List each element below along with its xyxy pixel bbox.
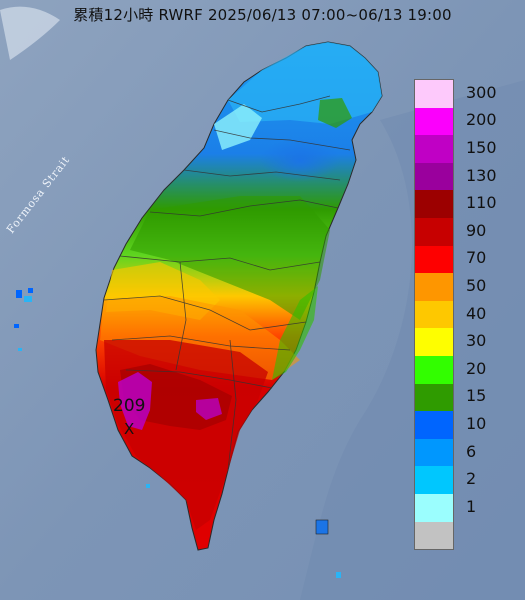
legend-swatch (415, 521, 453, 550)
legend-swatch (415, 355, 453, 384)
legend-label: 15 (466, 386, 487, 406)
legend-label: 130 (466, 165, 497, 185)
cloud-patches (0, 6, 60, 60)
legend-swatch (415, 273, 453, 301)
east-coast-green (272, 286, 318, 380)
northeast-heavy-patch (318, 98, 352, 128)
max-rainfall-x-mark: X (124, 420, 135, 438)
rainfall-legend (414, 79, 454, 551)
legend-swatch (415, 493, 453, 522)
magenta-core-east (196, 398, 222, 420)
legend-label: 300 (466, 82, 497, 102)
legend-swatch (415, 162, 453, 191)
legend-swatch (415, 135, 453, 163)
legend-label: 150 (466, 138, 497, 157)
legend-label: 6 (466, 441, 477, 461)
max-rainfall-marker: 209 (113, 396, 145, 416)
map-title: 累積12小時 RWRF 2025/06/13 07:00~06/13 19:00 (73, 6, 452, 24)
central-blue-patch (260, 138, 340, 182)
legend-label: 30 (466, 331, 487, 351)
legend-swatch (415, 466, 453, 494)
offshore-islands (14, 288, 341, 578)
legend-swatch (415, 383, 453, 412)
legend-swatch (415, 438, 453, 467)
legend-swatch (415, 300, 453, 329)
legend-label: 110 (466, 193, 497, 213)
legend-label: 40 (466, 303, 487, 323)
magenta-core-west (118, 372, 152, 430)
legend-label: 20 (466, 358, 487, 378)
county-boundaries (103, 95, 351, 471)
legend-swatch (415, 107, 453, 136)
northwest-light-rain (214, 104, 262, 150)
legend-swatch (415, 245, 453, 274)
legend-label: 50 (466, 276, 487, 295)
legend-label: 1 (466, 496, 477, 516)
legend-label: 90 (466, 220, 487, 240)
legend-label: 70 (466, 248, 487, 268)
max-rainfall-value: 209 (113, 396, 146, 416)
legend-swatch (415, 190, 453, 218)
legend-label: 10 (466, 414, 487, 433)
legend-swatch (415, 411, 453, 439)
legend-swatch (415, 80, 453, 108)
legend-label: 2 (466, 469, 477, 489)
legend-swatch (415, 217, 453, 246)
seafloor-relief (300, 80, 525, 600)
southwest-orange (100, 296, 300, 380)
legend-swatch (415, 328, 453, 356)
legend-label: 200 (466, 110, 497, 130)
